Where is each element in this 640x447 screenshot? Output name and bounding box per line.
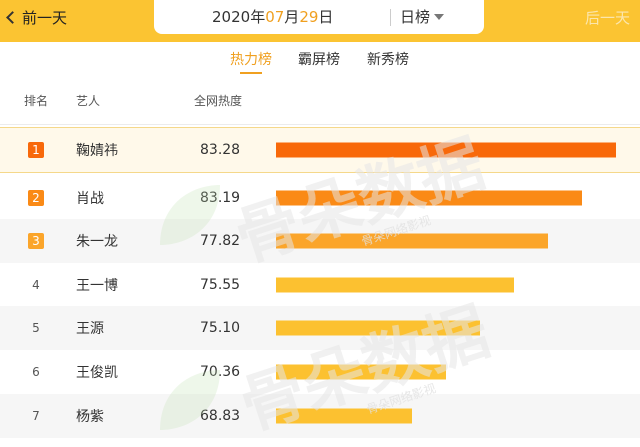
table-row[interactable]: 4 王一博 75.55 [0, 263, 640, 307]
heat-bar [276, 364, 446, 380]
date-year: 2020 [212, 8, 251, 26]
table-row[interactable]: 7 杨紫 68.83 [0, 394, 640, 438]
next-day-button[interactable]: 后一天 [585, 0, 630, 36]
header-divider [0, 124, 640, 125]
heat-score: 83.19 [200, 190, 241, 206]
table-row[interactable]: 6 王俊凯 70.36 [0, 350, 640, 394]
heat-score: 77.82 [200, 233, 241, 249]
date-day: 29 [299, 8, 319, 26]
artist-name[interactable]: 鞠婧祎 [76, 143, 118, 159]
column-header-heat: 全网热度 [194, 94, 243, 108]
artist-name[interactable]: 朱一龙 [76, 234, 118, 250]
heat-bar [276, 277, 514, 293]
tab-screen[interactable]: 霸屏榜 [298, 52, 340, 68]
heat-bar [276, 320, 480, 336]
rank-badge: 2 [28, 190, 44, 206]
heat-bar [276, 142, 616, 158]
table-row[interactable]: 2 肖战 83.19 [0, 176, 640, 220]
period-dropdown[interactable]: 日榜 [400, 0, 445, 34]
heat-score: 75.55 [200, 277, 241, 293]
date-month: 07 [265, 8, 285, 26]
date-month-suffix: 月 [284, 8, 300, 26]
prev-day-button[interactable]: 前一天 [4, 0, 67, 36]
tab-newcomer[interactable]: 新秀榜 [367, 52, 409, 68]
date-day-suffix: 日 [318, 8, 334, 26]
column-header-rank: 排名 [24, 94, 49, 108]
rank-badge: 3 [28, 233, 44, 249]
divider [390, 9, 391, 26]
heat-score: 83.28 [200, 142, 241, 158]
date-selector[interactable]: 2020年07月29日 日榜 [154, 0, 484, 34]
rank-badge: 5 [32, 321, 40, 335]
artist-name[interactable]: 杨紫 [76, 409, 104, 425]
table-row[interactable]: 3 朱一龙 77.82 [0, 219, 640, 263]
table-row[interactable]: 1 鞠婧祎 83.28 [0, 127, 640, 173]
table-row[interactable]: 5 王源 75.10 [0, 306, 640, 350]
heat-score: 75.10 [200, 320, 241, 336]
tab-heat[interactable]: 热力榜 [230, 52, 272, 74]
top-bar: 前一天 2020年07月29日 日榜 后一天 [0, 0, 640, 42]
column-header-artist: 艺人 [76, 94, 101, 108]
rank-badge: 6 [32, 365, 40, 379]
chevron-left-icon [6, 11, 19, 24]
heat-bar [276, 233, 548, 249]
date-year-suffix: 年 [250, 8, 266, 26]
heat-score: 68.83 [200, 408, 241, 424]
rank-badge: 4 [32, 278, 40, 292]
heat-bar [276, 408, 412, 424]
artist-name[interactable]: 王源 [76, 321, 104, 337]
artist-name[interactable]: 王一博 [76, 278, 118, 294]
date-display[interactable]: 2020年07月29日 [212, 0, 333, 34]
heat-bar [276, 190, 582, 206]
heat-score: 70.36 [200, 364, 241, 380]
period-label: 日榜 [400, 8, 431, 26]
caret-down-icon [434, 14, 445, 20]
artist-name[interactable]: 肖战 [76, 191, 104, 207]
next-day-label: 后一天 [584, 9, 630, 27]
rank-badge: 7 [32, 409, 40, 423]
prev-day-label: 前一天 [22, 9, 68, 27]
rank-badge: 1 [28, 142, 44, 158]
artist-name[interactable]: 王俊凯 [76, 365, 118, 381]
ranking-tabs: 热力榜 霸屏榜 新秀榜 [0, 50, 640, 74]
